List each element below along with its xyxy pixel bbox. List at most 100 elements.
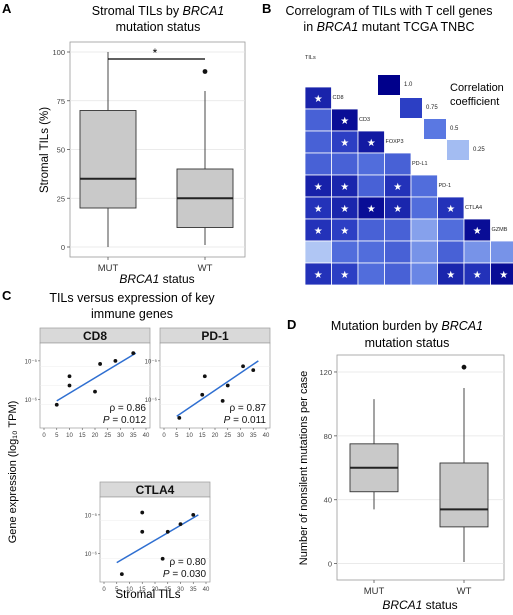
panel-a: A Stromal TILs by BRCA1 mutation status … — [2, 1, 246, 286]
panel-b: B Correlogram of TILs with T cell genes … — [262, 1, 513, 286]
facet-rho-label: ρ = 0.80 — [169, 557, 206, 568]
facet-x-tick-label: 20 — [212, 433, 219, 439]
panel-d-x-label-gene: BRCA1 — [382, 598, 422, 612]
facet-x-tick-label: 35 — [130, 433, 137, 439]
panel-d-title: Mutation burden by BRCA1 — [331, 319, 483, 333]
heatmap-cell — [357, 262, 385, 286]
panel-c-letter: C — [2, 288, 12, 303]
facet-header-label: CTLA4 — [136, 483, 175, 497]
facet-regression-line — [56, 352, 137, 402]
panel-d-box-wt — [439, 462, 489, 528]
heatmap-star: ★ — [314, 204, 323, 215]
heatmap-cell — [357, 152, 385, 176]
panel-a-x-tick-label: WT — [198, 263, 213, 274]
heatmap-cell — [304, 108, 332, 132]
facet-y-tick-label: 10⁻⁶ — [25, 397, 38, 404]
panel-d-letter: D — [287, 317, 296, 332]
facet-x-tick-label: 0 — [42, 433, 46, 439]
panel-a-y-label: Stromal TILs (%) — [39, 107, 51, 193]
facet-x-tick-label: 25 — [224, 433, 231, 439]
facet-x-tick-label: 35 — [250, 433, 257, 439]
heatmap-star: ★ — [340, 270, 349, 281]
panel-b-letter: B — [262, 1, 271, 16]
facet-p-label: P = 0.030 — [163, 569, 207, 580]
heatmap-gene-label-pd-l1: PD-L1 — [412, 161, 428, 167]
facet-x-tick-label: 10 — [66, 433, 73, 439]
facet-y-tick-label: 10⁻⁵ — [85, 512, 98, 519]
panel-a-x-label-rest: status — [159, 272, 194, 286]
panel-b-legend: 1.0 0.75 0.5 0.25 — [378, 75, 485, 160]
panel-a-y-tick-label: 100 — [52, 48, 65, 57]
facet-data-point — [177, 415, 182, 420]
panel-a-y-tick-label: 50 — [57, 146, 65, 155]
facet-x-tick-label: 35 — [190, 587, 197, 593]
panel-a-title-line2: mutation status — [116, 20, 201, 34]
facet-data-point — [131, 351, 136, 356]
facet-p-symbol: P — [224, 415, 231, 426]
facet-data-point — [200, 392, 205, 397]
panel-a-box-mut — [79, 110, 137, 209]
facet-data-point — [67, 383, 72, 388]
panel-a-title-pre: Stromal TILs by — [92, 4, 183, 18]
panel-d-x-label-rest: status — [422, 598, 457, 612]
heatmap-cell — [384, 240, 412, 264]
heatmap-cell — [437, 218, 465, 242]
panel-b-title-pre: in — [303, 20, 316, 34]
heatmap-cell — [357, 240, 385, 264]
facet-data-point — [165, 529, 170, 534]
panel-d-title-gene: BRCA1 — [441, 319, 483, 333]
panel-a-significance-star: * — [153, 46, 158, 60]
facet-x-tick-label: 40 — [263, 433, 270, 439]
facet-regression-line — [176, 360, 259, 417]
panel-a-y-ticks: 0 25 50 75 100 — [52, 48, 70, 252]
panel-d-y-tick-label: 80 — [324, 432, 332, 441]
heatmap-gene-label-gzmb: GZMB — [492, 227, 508, 233]
legend-label: 1.0 — [404, 82, 413, 88]
facet-p-value: = 0.011 — [230, 415, 266, 426]
heatmap-cell — [490, 262, 513, 286]
facet-x-tick-label: 10 — [126, 587, 133, 593]
heatmap-star: ★ — [499, 270, 508, 281]
legend-label: 0.75 — [426, 105, 438, 111]
panel-b-title-gene: BRCA1 — [317, 20, 359, 34]
panel-c: C TILs versus expression of key immune g… — [2, 288, 271, 601]
panel-c-facet-ctla4: CTLA4 10⁻⁵ 10⁻⁶ 0 5 10 15 20 25 30 35 40 ρ = 0.80P =… — [85, 481, 211, 593]
panel-d-y-tick-label: 0 — [328, 560, 332, 569]
legend-label: 0.25 — [473, 147, 485, 153]
facet-x-tick-label: 5 — [115, 587, 119, 593]
heatmap-star: ★ — [314, 226, 323, 237]
facet-data-point — [178, 522, 183, 526]
heatmap-cell — [463, 240, 491, 264]
heatmap-star: ★ — [473, 226, 482, 237]
heatmap-cell — [410, 196, 438, 220]
facet-x-tick-label: 30 — [117, 433, 124, 439]
facet-data-point — [54, 402, 59, 407]
facet-x-tick-label: 0 — [162, 433, 166, 439]
facet-y-tick-label: 10⁻⁶ — [85, 551, 98, 558]
facet-p-label: P = 0.012 — [103, 415, 147, 426]
heatmap-star: ★ — [367, 138, 376, 149]
facet-x-tick-label: 10 — [186, 433, 193, 439]
facet-data-point — [140, 510, 145, 515]
facet-x-tick-label: 30 — [177, 587, 184, 593]
facet-x-tick-label: 40 — [203, 587, 210, 593]
facet-data-point — [251, 368, 256, 372]
panel-a-x-tick-label: MUT — [98, 263, 119, 274]
facet-x-tick-label: 20 — [152, 587, 159, 593]
panel-b-title-line2: in BRCA1 mutant TCGA TNBC — [303, 20, 474, 34]
facet-rho-label: ρ = 0.86 — [109, 403, 146, 414]
facet-data-point — [98, 362, 102, 366]
facet-p-value: = 0.012 — [110, 415, 147, 426]
heatmap-star: ★ — [340, 182, 349, 193]
heatmap-gene-label-cd3: CD3 — [359, 117, 370, 123]
panel-d-title-pre: Mutation burden by — [331, 319, 442, 333]
heatmap-cell — [331, 152, 359, 176]
panel-b-title-post: mutant TCGA TNBC — [358, 20, 474, 34]
heatmap-star: ★ — [367, 204, 376, 215]
heatmap-star: ★ — [314, 270, 323, 281]
panel-d-y-tick-label: 40 — [324, 496, 332, 505]
facet-y-tick-label: 10⁻⁵ — [145, 358, 158, 365]
heatmap-star: ★ — [340, 204, 349, 215]
facet-y-tick-label: 10⁻⁶ — [145, 397, 158, 404]
